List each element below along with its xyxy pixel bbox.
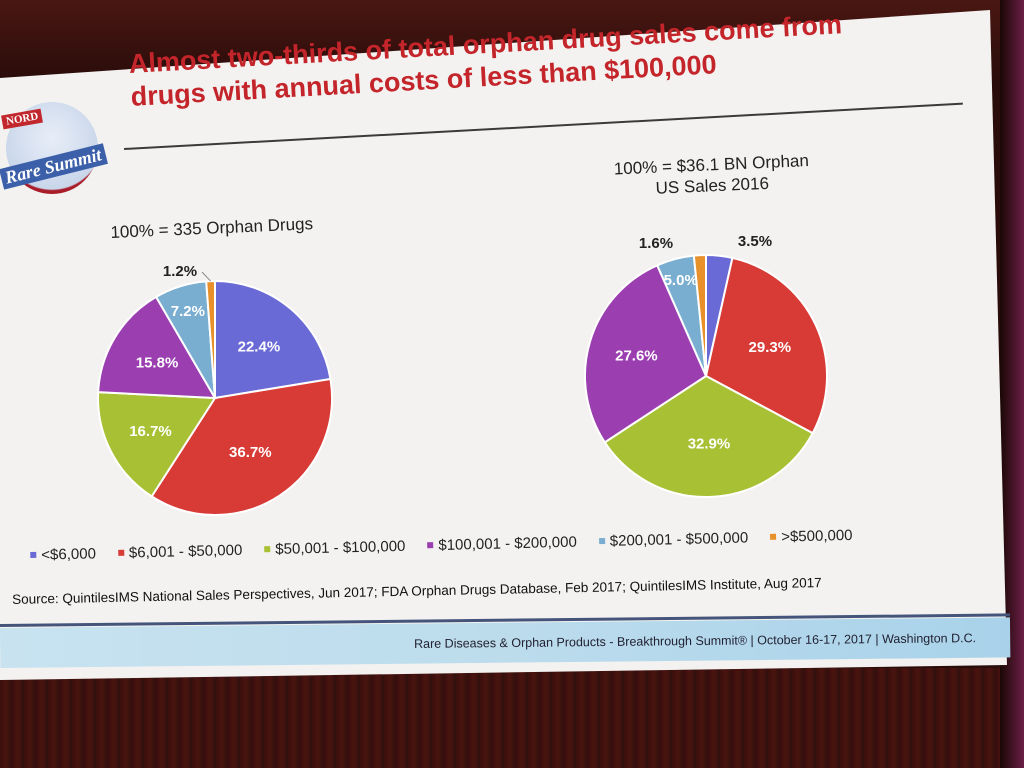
right-pie-label-gt500000: 1.6% <box>639 235 673 252</box>
legend-swatch-50001-100000 <box>264 546 271 553</box>
left-pie-label-6001-50000: 36.7% <box>229 444 272 461</box>
left-pie-label-gt500000: 1.2% <box>163 263 197 280</box>
legend-item-100001-200000: $100,001 - $200,000 <box>427 530 577 558</box>
legend-swatch-100001-200000 <box>427 542 434 549</box>
left-pie-slice-50001-100000 <box>97 391 217 498</box>
right-pie-label-6001-50000: 29.3% <box>749 339 792 356</box>
legend-item-lt6000: <$6,000 <box>30 541 96 567</box>
legend-swatch-gt500000 <box>770 533 777 540</box>
left-pie-chart: 22.4% 36.7% 16.7% 15.8% 7.2% 1.2% <box>97 263 333 516</box>
room-background-curtain <box>0 668 1024 768</box>
legend-label-100001-200000: $100,001 - $200,000 <box>438 533 578 554</box>
legend-label-6001-50000: $6,001 - $50,000 <box>128 541 243 562</box>
right-pie-label-lt6000: 3.5% <box>738 233 772 250</box>
legend-swatch-lt6000 <box>30 551 37 558</box>
right-pie-label-100001-200000: 27.6% <box>615 347 658 364</box>
legend-swatch-200001-500000 <box>598 537 605 545</box>
right-pie-chart: 3.5% 29.3% 32.9% 27.6% 5.0% 1.6% <box>584 233 828 498</box>
legend-swatch-6001-50000 <box>117 549 124 556</box>
right-pie-slice-gt500000 <box>692 253 707 377</box>
legend-label-lt6000: <$6,000 <box>41 544 97 564</box>
left-pie-slice-lt6000 <box>214 279 332 400</box>
legend-label-200001-500000: $200,001 - $500,000 <box>609 528 749 550</box>
legend-item-200001-500000: $200,001 - $500,000 <box>598 525 749 553</box>
legend-item-6001-50000: $6,001 - $50,000 <box>117 538 243 565</box>
left-pie-label-100001-200000: 15.8% <box>136 355 179 372</box>
right-pie-label-200001-500000: 5.0% <box>664 272 698 289</box>
left-pie-label-50001-100000: 16.7% <box>129 423 172 440</box>
legend-item-gt500000: >$500,000 <box>770 523 853 549</box>
left-pie-label-lt6000: 22.4% <box>238 338 281 355</box>
left-pie-slice-100001-200000 <box>97 295 217 400</box>
legend-item-50001-100000: $50,001 - $100,000 <box>264 534 406 561</box>
legend-label-gt500000: >$500,000 <box>781 526 853 546</box>
right-pie-slice-50001-100000 <box>603 374 814 498</box>
left-pie-label-200001-500000: 7.2% <box>171 303 205 320</box>
left-pie-leader-gt500000 <box>201 271 211 282</box>
right-pie-label-50001-100000: 32.9% <box>688 436 731 453</box>
rare-summit-logo: NORD Rare Summit <box>0 98 108 198</box>
right-pie-slice-6001-50000 <box>704 256 828 435</box>
left-pie-slice-6001-50000 <box>150 377 333 516</box>
legend-label-50001-100000: $50,001 - $100,000 <box>275 537 406 558</box>
